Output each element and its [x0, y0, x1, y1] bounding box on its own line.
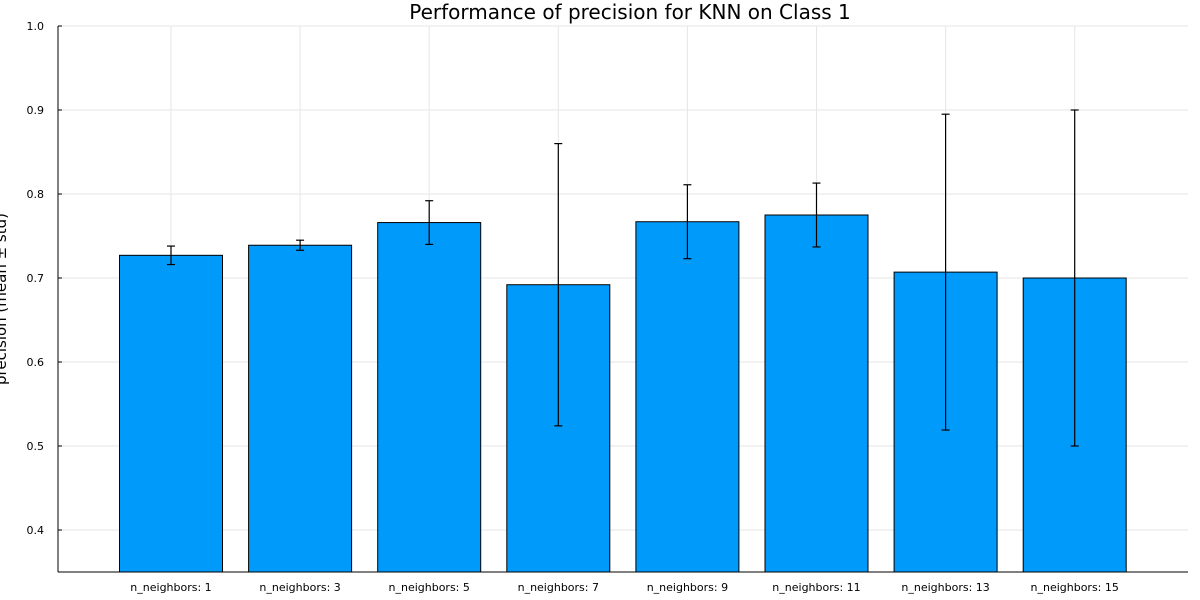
y-tick-labels: 0.4 0.5 0.6 0.7 0.8 0.9 1.0 [27, 20, 45, 537]
y-axis-label: precision (mean ± std) [0, 213, 10, 385]
x-tick-label: n_neighbors: 9 [647, 581, 728, 594]
bar [635, 221, 740, 573]
y-tick-label: 0.9 [27, 104, 45, 117]
y-tick-label: 0.8 [27, 188, 45, 201]
bar [377, 222, 482, 573]
y-tick-label: 0.4 [27, 524, 45, 537]
chart-title: Performance of precision for KNN on Clas… [409, 0, 851, 24]
x-tick-label: n_neighbors: 3 [259, 581, 340, 594]
bar [764, 214, 869, 573]
x-tick-label: n_neighbors: 5 [389, 581, 470, 594]
y-tick-label: 0.5 [27, 440, 45, 453]
x-tick-label: n_neighbors: 7 [518, 581, 599, 594]
y-tick-label: 1.0 [27, 20, 45, 33]
x-tick-labels: n_neighbors: 1 n_neighbors: 3 n_neighbors:… [130, 581, 1119, 594]
bars [119, 214, 1127, 573]
axes [57, 26, 1188, 573]
bar [248, 244, 353, 573]
bar [119, 254, 223, 573]
grid-lines [58, 25, 1188, 572]
error-bars [167, 109, 1079, 447]
x-tick-label: n_neighbors: 11 [772, 581, 860, 594]
x-tick-label: n_neighbors: 13 [901, 581, 989, 594]
x-tick-label: n_neighbors: 1 [130, 581, 211, 594]
y-tick-label: 0.6 [27, 356, 45, 369]
x-tick-label: n_neighbors: 15 [1031, 581, 1119, 594]
y-tick-label: 0.7 [27, 272, 45, 285]
